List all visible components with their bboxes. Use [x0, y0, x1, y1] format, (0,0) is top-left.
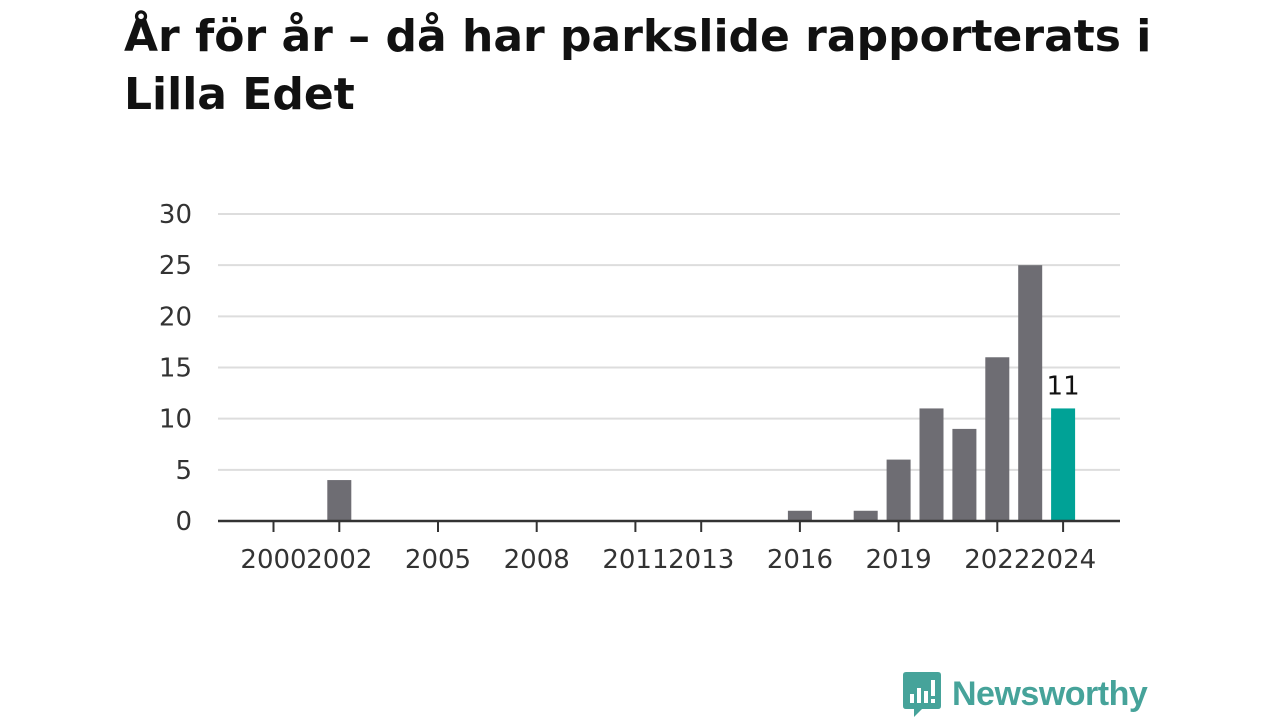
bar-chart: 0 5 10 15 20 25 30 2000 2002 2005 2008 2011 2013 201…: [159, 200, 1120, 575]
bar-2022: [985, 357, 1010, 521]
bar-2021: [952, 428, 977, 521]
x-tick-label: 2005: [405, 545, 471, 575]
x-tick-label: 2002: [306, 545, 372, 575]
bars: [327, 265, 1076, 521]
x-tick-label: 2016: [767, 545, 833, 575]
x-tick-label: 2024: [1030, 545, 1096, 575]
y-tick-label: 15: [159, 354, 192, 384]
data-label-2024: 11: [1047, 371, 1080, 401]
y-tick-label: 20: [159, 302, 192, 332]
bar-2023: [1018, 265, 1043, 521]
x-tick-label: 2013: [668, 545, 734, 575]
bar-2018: [853, 510, 878, 521]
bar-2002: [327, 480, 352, 521]
chart-title: År för år – då har parkslide rapporterat…: [124, 11, 1152, 120]
data-labels: 11: [1047, 371, 1080, 401]
x-tick-label: 2019: [866, 545, 932, 575]
y-axis-labels: 0 5 10 15 20 25 30: [159, 200, 192, 537]
bar-2024: [1051, 408, 1076, 521]
x-tick-label: 2022: [964, 545, 1030, 575]
bar-chart-speech-bubble-icon: [903, 672, 941, 717]
bar-2019: [886, 459, 911, 521]
brand-name: Newsworthy: [952, 674, 1148, 713]
grid-lines: [218, 213, 1120, 471]
y-tick-label: 30: [159, 200, 192, 230]
y-tick-label: 10: [159, 405, 192, 435]
x-axis-labels: 2000 2002 2005 2008 2011 2013 2016 2019 2022 2024: [240, 545, 1096, 575]
y-tick-label: 0: [175, 507, 192, 537]
brand-logo: Newsworthy: [902, 670, 1148, 718]
x-tick-label: 2000: [240, 545, 306, 575]
y-tick-label: 5: [175, 456, 192, 486]
y-tick-label: 25: [159, 251, 192, 281]
x-tick-label: 2011: [602, 545, 668, 575]
bar-2016: [787, 510, 812, 521]
x-tick-label: 2008: [504, 545, 570, 575]
x-axis: [218, 519, 1120, 532]
bar-2020: [919, 408, 944, 521]
